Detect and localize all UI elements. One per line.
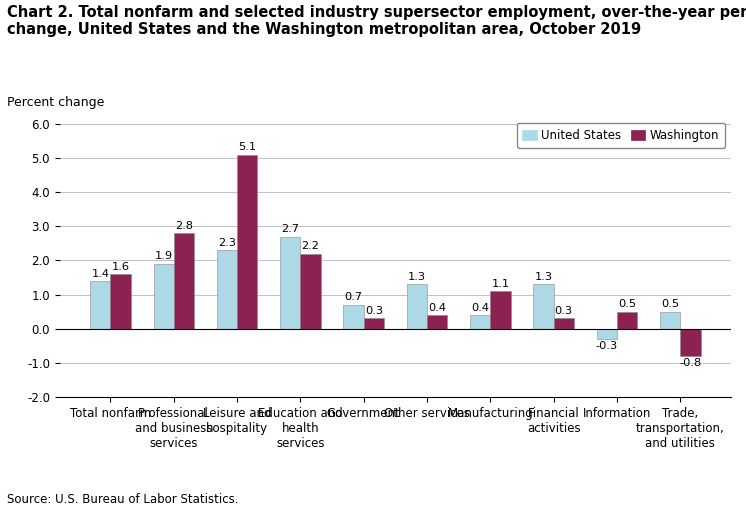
Text: 0.4: 0.4 (428, 303, 446, 313)
Bar (680, 329, 700, 356)
Bar (407, 285, 427, 329)
Text: 2.2: 2.2 (301, 241, 319, 251)
Legend: United States, Washington: United States, Washington (516, 123, 725, 148)
Bar (154, 264, 174, 329)
Bar (554, 319, 574, 329)
Bar (280, 237, 301, 329)
Text: 0.7: 0.7 (345, 293, 363, 302)
Text: 1.6: 1.6 (112, 262, 130, 272)
Bar (533, 285, 554, 329)
Text: 0.4: 0.4 (471, 303, 489, 313)
Bar (364, 319, 384, 329)
Text: 5.1: 5.1 (238, 142, 257, 152)
Bar (660, 312, 680, 329)
Bar (217, 250, 237, 329)
Text: -0.3: -0.3 (596, 342, 618, 351)
Text: 2.7: 2.7 (281, 224, 299, 234)
Bar (174, 233, 194, 329)
Bar (343, 305, 364, 329)
Bar (427, 315, 448, 329)
Bar (597, 329, 617, 339)
Bar (301, 253, 321, 329)
Text: 2.8: 2.8 (175, 221, 193, 231)
Text: 0.5: 0.5 (618, 299, 636, 309)
Text: 0.3: 0.3 (365, 306, 383, 316)
Text: Source: U.S. Bureau of Labor Statistics.: Source: U.S. Bureau of Labor Statistics. (7, 493, 239, 506)
Bar (110, 274, 131, 329)
Text: 0.3: 0.3 (555, 306, 573, 316)
Bar (617, 312, 637, 329)
Text: 1.3: 1.3 (534, 272, 553, 282)
Text: 1.9: 1.9 (154, 251, 173, 262)
Bar (490, 291, 510, 329)
Text: 1.4: 1.4 (91, 269, 110, 278)
Text: 1.1: 1.1 (492, 279, 510, 289)
Bar (470, 315, 490, 329)
Text: -0.8: -0.8 (680, 358, 701, 369)
Text: Percent change: Percent change (7, 96, 105, 109)
Text: 0.5: 0.5 (661, 299, 679, 309)
Bar (237, 155, 257, 329)
Text: Chart 2. Total nonfarm and selected industry supersector employment, over-the-ye: Chart 2. Total nonfarm and selected indu… (7, 5, 746, 38)
Text: 2.3: 2.3 (218, 238, 236, 248)
Text: 1.3: 1.3 (408, 272, 426, 282)
Bar (90, 281, 110, 329)
